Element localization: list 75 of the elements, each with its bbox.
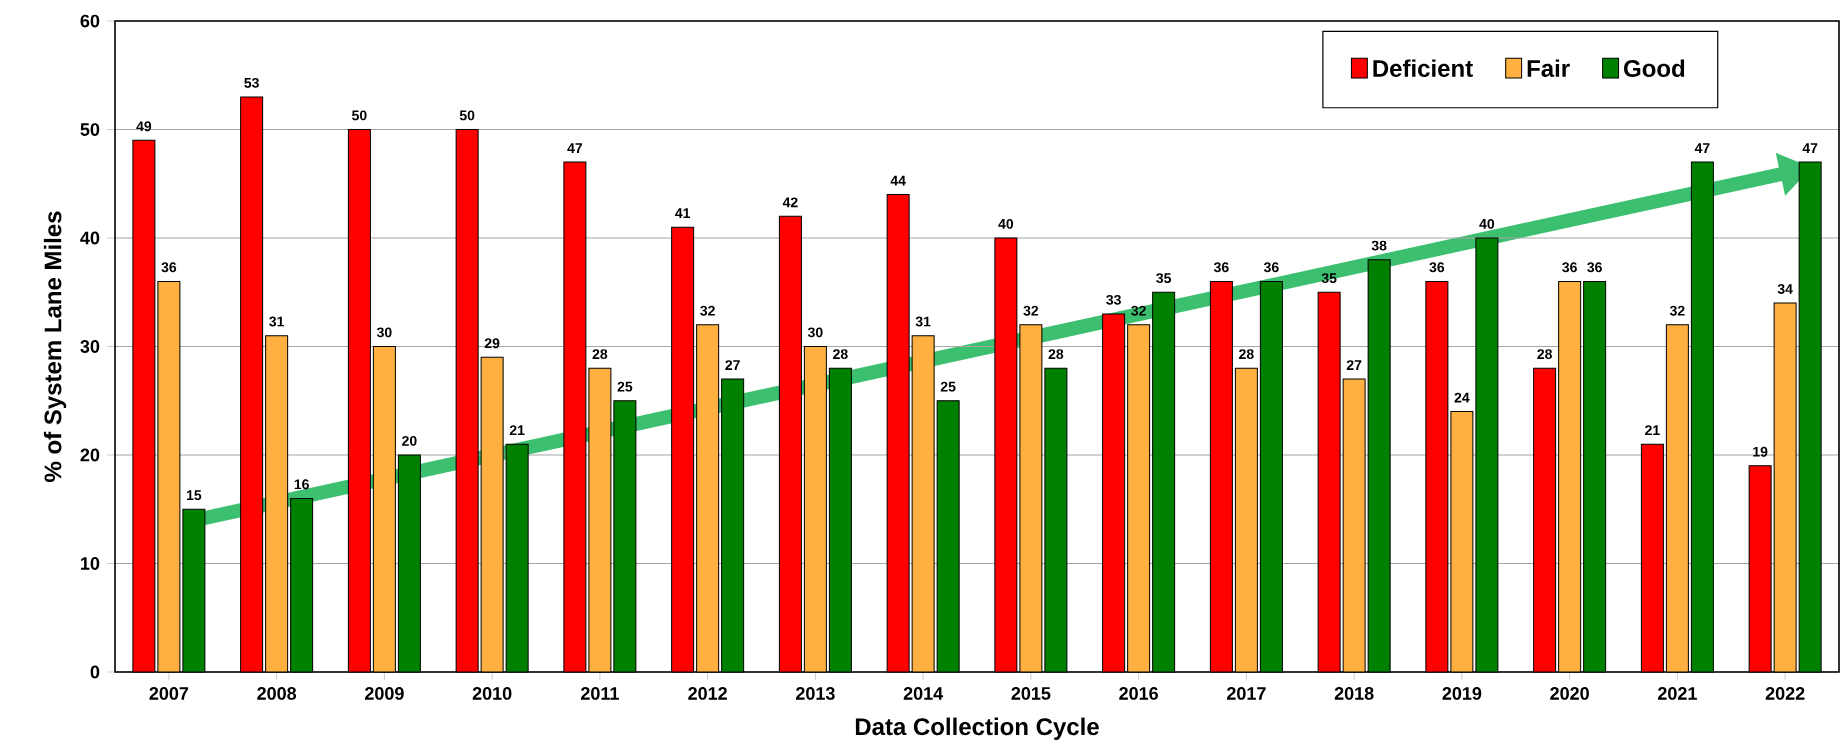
data-label: 21 (1645, 425, 1660, 435)
data-label: 36 (161, 262, 177, 273)
data-label: 25 (617, 381, 633, 392)
data-label: 25 (940, 381, 956, 392)
x-tick-label: 2020 (1550, 687, 1589, 700)
x-tick-label: 2011 (580, 687, 619, 700)
data-label: 19 (1753, 446, 1768, 457)
data-label: 32 (1131, 305, 1146, 316)
data-label: 36 (1263, 262, 1279, 273)
data-label: 35 (1156, 273, 1172, 284)
y-tick-label: 40 (80, 231, 100, 245)
data-label: 31 (915, 316, 931, 327)
data-label: 33 (1106, 294, 1121, 305)
data-label: 34 (1777, 284, 1793, 294)
data-label: 30 (807, 327, 823, 338)
x-tick-label: 2014 (903, 687, 944, 700)
x-tick-label: 2012 (688, 687, 727, 700)
data-label: 29 (484, 338, 500, 349)
x-tick-label: 2019 (1442, 687, 1482, 700)
x-tick-label: 2016 (1119, 687, 1158, 700)
x-tick-label: 2009 (364, 687, 404, 700)
data-label: 28 (1048, 349, 1064, 360)
data-label: 32 (700, 305, 715, 316)
data-label: 36 (1213, 262, 1229, 273)
data-label: 36 (1587, 262, 1602, 273)
legend-label: Fair (1527, 59, 1570, 77)
data-label: 27 (725, 360, 740, 370)
x-tick-label: 2022 (1765, 687, 1805, 700)
data-label: 28 (592, 349, 608, 360)
y-axis-title: % of System Lane Miles (43, 211, 67, 482)
data-label: 28 (1239, 349, 1254, 360)
y-tick-label: 50 (80, 123, 100, 136)
data-label: 31 (269, 316, 285, 327)
x-tick-label: 2018 (1334, 687, 1374, 700)
data-label: 36 (1429, 262, 1445, 273)
data-label: 40 (1479, 218, 1495, 229)
data-label: 44 (890, 175, 906, 186)
data-label: 47 (1694, 143, 1710, 153)
data-label: 21 (509, 425, 525, 435)
data-label: 47 (567, 143, 583, 153)
y-tick-label: 60 (80, 14, 100, 28)
x-tick-label: 2013 (795, 687, 835, 700)
x-tick-label: 2021 (1657, 687, 1697, 700)
x-tick-label: 2017 (1226, 687, 1266, 700)
data-label: 27 (1346, 360, 1362, 370)
data-label: 30 (376, 327, 392, 338)
legend-label: Good (1624, 59, 1685, 77)
y-tick-label: 20 (80, 448, 100, 462)
data-label: 28 (833, 349, 848, 360)
data-label: 32 (1669, 305, 1685, 316)
data-label: 38 (1371, 240, 1387, 251)
data-label: 15 (186, 490, 202, 501)
x-tick-label: 2007 (149, 687, 189, 700)
data-label: 53 (244, 77, 259, 88)
data-label: 40 (998, 218, 1014, 229)
x-tick-label: 2015 (1011, 687, 1051, 700)
data-label: 41 (675, 208, 691, 218)
data-label: 47 (1802, 143, 1818, 153)
data-label: 50 (352, 110, 367, 121)
data-label: 49 (136, 121, 152, 132)
data-label: 24 (1454, 392, 1470, 403)
y-tick-label: 10 (81, 557, 100, 570)
legend-label: Deficient (1373, 59, 1473, 77)
y-tick-label: 0 (90, 665, 100, 679)
x-tick-label: 2010 (472, 687, 512, 700)
data-label: 42 (782, 197, 798, 208)
data-label: 28 (1537, 349, 1552, 360)
y-tick-label: 30 (80, 340, 100, 353)
data-label: 36 (1562, 262, 1577, 273)
x-axis-title: Data Collection Cycle (855, 717, 1099, 740)
data-label: 50 (459, 110, 475, 121)
data-label: 16 (294, 479, 309, 490)
data-label: 32 (1023, 305, 1039, 316)
data-label: 20 (402, 435, 417, 446)
x-tick-label: 2008 (257, 687, 297, 700)
